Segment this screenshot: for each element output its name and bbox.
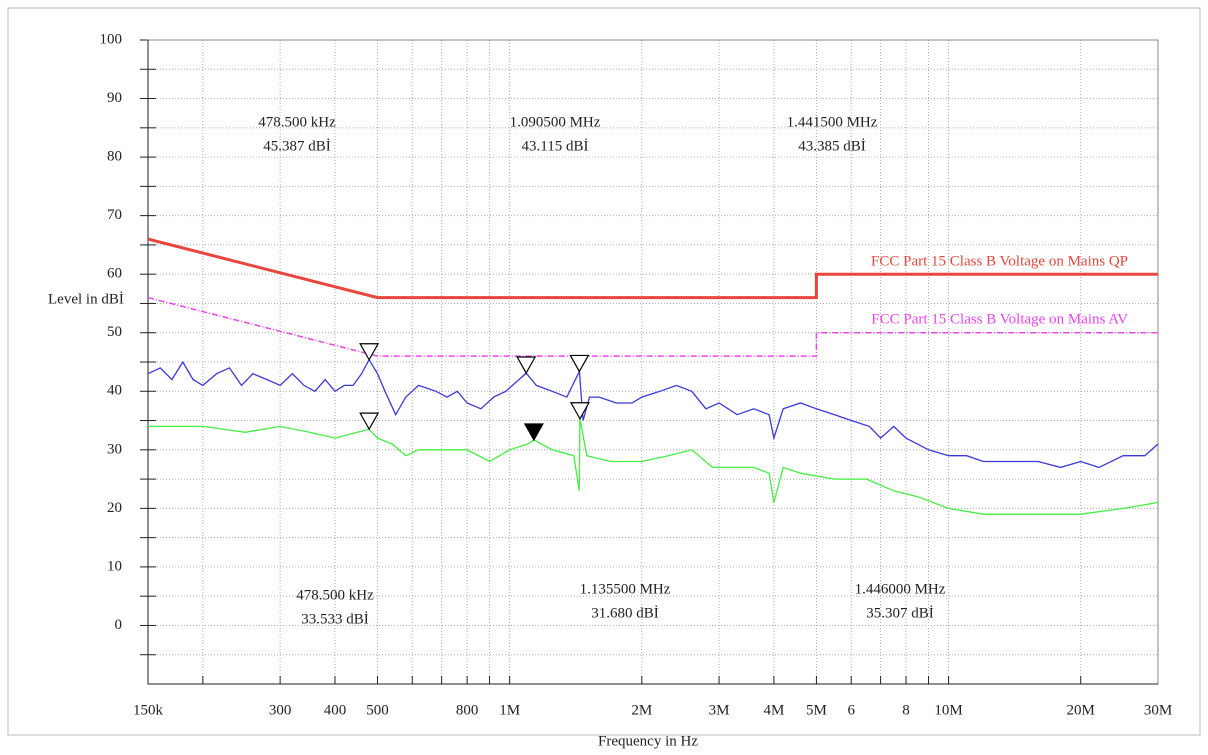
y-tick-label: 40 <box>107 383 122 399</box>
x-tick-label: 150k <box>133 702 164 718</box>
x-tick-label: 300 <box>269 702 292 718</box>
x-tick-label: 1M <box>499 702 520 718</box>
legend-label: FCC Part 15 Class B Voltage on Mains QP <box>871 253 1128 269</box>
marker <box>569 354 590 373</box>
y-tick-label: 0 <box>115 617 123 633</box>
marker-level: 33.533 dBİ <box>301 611 369 627</box>
x-tick-label: 2M <box>631 702 652 718</box>
marker-freq: 478.500 kHz <box>258 114 336 130</box>
marker-freq: 1.446000 MHz <box>855 581 946 597</box>
marker <box>359 412 380 431</box>
x-tick-label: 10M <box>934 702 962 718</box>
x-tick-label: 4M <box>763 702 784 718</box>
y-tick-label: 10 <box>107 558 122 574</box>
x-tick-label: 5M <box>806 702 827 718</box>
x-tick-label: 800 <box>456 702 479 718</box>
marker <box>516 356 537 375</box>
x-tick-label: 3M <box>709 702 730 718</box>
trace-line <box>148 418 1159 515</box>
x-tick-label: 6 <box>847 702 855 718</box>
x-tick-label: 500 <box>366 702 389 718</box>
limit-line <box>147 296 1158 357</box>
x-tick-label: 30M <box>1144 702 1172 718</box>
x-tick-label: 8 <box>902 702 910 718</box>
marker-level: 43.115 dBİ <box>522 138 589 154</box>
y-tick-label: 60 <box>107 266 122 282</box>
y-tick-label: 100 <box>100 31 123 47</box>
marker <box>523 423 544 442</box>
y-tick-label: 20 <box>107 500 122 516</box>
marker <box>569 402 590 420</box>
x-axis-label: Frequency in Hz <box>598 733 698 749</box>
marker-freq: 478.500 kHz <box>296 587 374 603</box>
legend-label: FCC Part 15 Class B Voltage on Mains AV <box>871 311 1128 327</box>
y-tick-label: 80 <box>107 149 122 165</box>
x-tick-label: 20M <box>1067 702 1095 718</box>
marker-level: 43.385 dBİ <box>798 138 866 154</box>
x-tick-label: 400 <box>324 702 347 718</box>
trace-line <box>147 358 1159 469</box>
marker-freq: 1.090500 MHz <box>510 114 601 130</box>
y-tick-label: 70 <box>107 207 122 223</box>
y-axis-label: Level in dBİ <box>48 291 124 307</box>
marker-level: 35.307 dBİ <box>866 605 934 621</box>
limit-line <box>147 237 1158 300</box>
marker <box>359 343 380 361</box>
marker-freq: 1.441500 MHz <box>787 114 878 130</box>
y-tick-label: 90 <box>107 90 122 106</box>
marker-level: 45.387 dBİ <box>263 138 331 154</box>
y-tick-label: 30 <box>107 441 122 457</box>
y-tick-label: 50 <box>107 324 122 340</box>
marker-level: 31.680 dBİ <box>591 605 659 621</box>
marker-freq: 1.135500 MHz <box>580 581 671 597</box>
frame <box>7 7 1201 736</box>
